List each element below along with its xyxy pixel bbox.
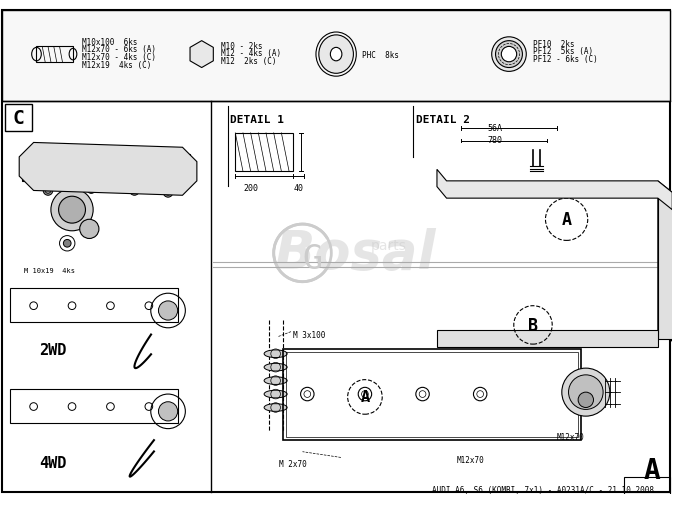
Circle shape xyxy=(59,197,85,224)
Text: M10 - 2ks: M10 - 2ks xyxy=(221,41,262,51)
Polygon shape xyxy=(19,143,197,196)
Circle shape xyxy=(43,186,52,196)
Text: Bosal: Bosal xyxy=(274,227,436,279)
Circle shape xyxy=(496,41,522,68)
Text: B: B xyxy=(528,316,538,334)
Text: AUDI A6, S6 (KOMBI, 7x1) - A0231A/C - 21.10.2008: AUDI A6, S6 (KOMBI, 7x1) - A0231A/C - 21… xyxy=(432,485,654,494)
Bar xyxy=(5,105,32,132)
Ellipse shape xyxy=(264,377,287,385)
Text: M12  2ks (C): M12 2ks (C) xyxy=(221,57,276,66)
Bar xyxy=(10,389,178,423)
Text: M 2x70: M 2x70 xyxy=(279,460,307,469)
Bar xyxy=(36,47,73,63)
Polygon shape xyxy=(190,41,214,68)
Text: M 3x100: M 3x100 xyxy=(293,330,326,339)
Text: PF12  5ks (A): PF12 5ks (A) xyxy=(533,47,593,56)
Circle shape xyxy=(362,391,368,397)
Bar xyxy=(235,134,293,172)
Text: M 10x19  4ks: M 10x19 4ks xyxy=(24,268,75,274)
Circle shape xyxy=(163,188,173,198)
Text: M12x70 - 4ks (C): M12x70 - 4ks (C) xyxy=(82,53,155,62)
Text: M12x19  4ks (C): M12x19 4ks (C) xyxy=(82,61,151,70)
Text: M12 - 4ks (A): M12 - 4ks (A) xyxy=(221,49,281,58)
Text: PF12 - 6ks (C): PF12 - 6ks (C) xyxy=(533,55,598,64)
Circle shape xyxy=(419,391,426,397)
Text: PHC  8ks: PHC 8ks xyxy=(362,51,399,60)
Circle shape xyxy=(80,220,99,239)
Ellipse shape xyxy=(264,350,287,358)
Text: PF10  2ks: PF10 2ks xyxy=(533,40,575,48)
Circle shape xyxy=(158,402,178,421)
Bar xyxy=(437,330,658,347)
Bar xyxy=(10,289,178,322)
Text: C: C xyxy=(13,109,24,128)
Text: G: G xyxy=(302,243,322,276)
Text: 40: 40 xyxy=(294,183,304,192)
Circle shape xyxy=(491,38,526,72)
Circle shape xyxy=(64,240,71,247)
Bar xyxy=(624,477,671,494)
Circle shape xyxy=(304,391,311,397)
Text: parts: parts xyxy=(371,239,407,252)
Text: A: A xyxy=(360,390,370,405)
Text: M12x70: M12x70 xyxy=(456,454,484,464)
Ellipse shape xyxy=(318,36,354,74)
Text: A: A xyxy=(644,457,661,484)
Circle shape xyxy=(86,184,96,194)
Circle shape xyxy=(130,186,139,196)
Bar xyxy=(286,352,578,437)
Circle shape xyxy=(562,369,610,416)
Circle shape xyxy=(568,375,603,410)
Text: 780: 780 xyxy=(488,135,503,144)
Bar xyxy=(22,155,190,181)
Ellipse shape xyxy=(264,404,287,412)
Text: M12x70 - 6ks (A): M12x70 - 6ks (A) xyxy=(82,45,155,55)
Text: DETAIL 1: DETAIL 1 xyxy=(230,115,284,124)
Text: 200: 200 xyxy=(243,183,258,192)
Bar xyxy=(2,11,671,102)
Text: M10x100  6ks: M10x100 6ks xyxy=(82,38,137,47)
Ellipse shape xyxy=(264,390,287,398)
Polygon shape xyxy=(437,170,672,210)
Circle shape xyxy=(158,301,178,321)
Circle shape xyxy=(578,392,594,408)
Text: DETAIL 2: DETAIL 2 xyxy=(416,115,470,124)
Ellipse shape xyxy=(330,48,342,62)
Ellipse shape xyxy=(264,364,287,371)
Circle shape xyxy=(51,189,93,231)
Bar xyxy=(658,193,673,340)
Text: 56A: 56A xyxy=(488,124,503,133)
Bar xyxy=(284,349,581,440)
Text: 2WD: 2WD xyxy=(39,342,66,358)
Text: 4WD: 4WD xyxy=(39,454,66,470)
Polygon shape xyxy=(658,181,672,341)
Circle shape xyxy=(477,391,484,397)
Text: M12x70: M12x70 xyxy=(557,433,584,441)
Circle shape xyxy=(501,47,517,63)
Text: A: A xyxy=(561,211,572,229)
